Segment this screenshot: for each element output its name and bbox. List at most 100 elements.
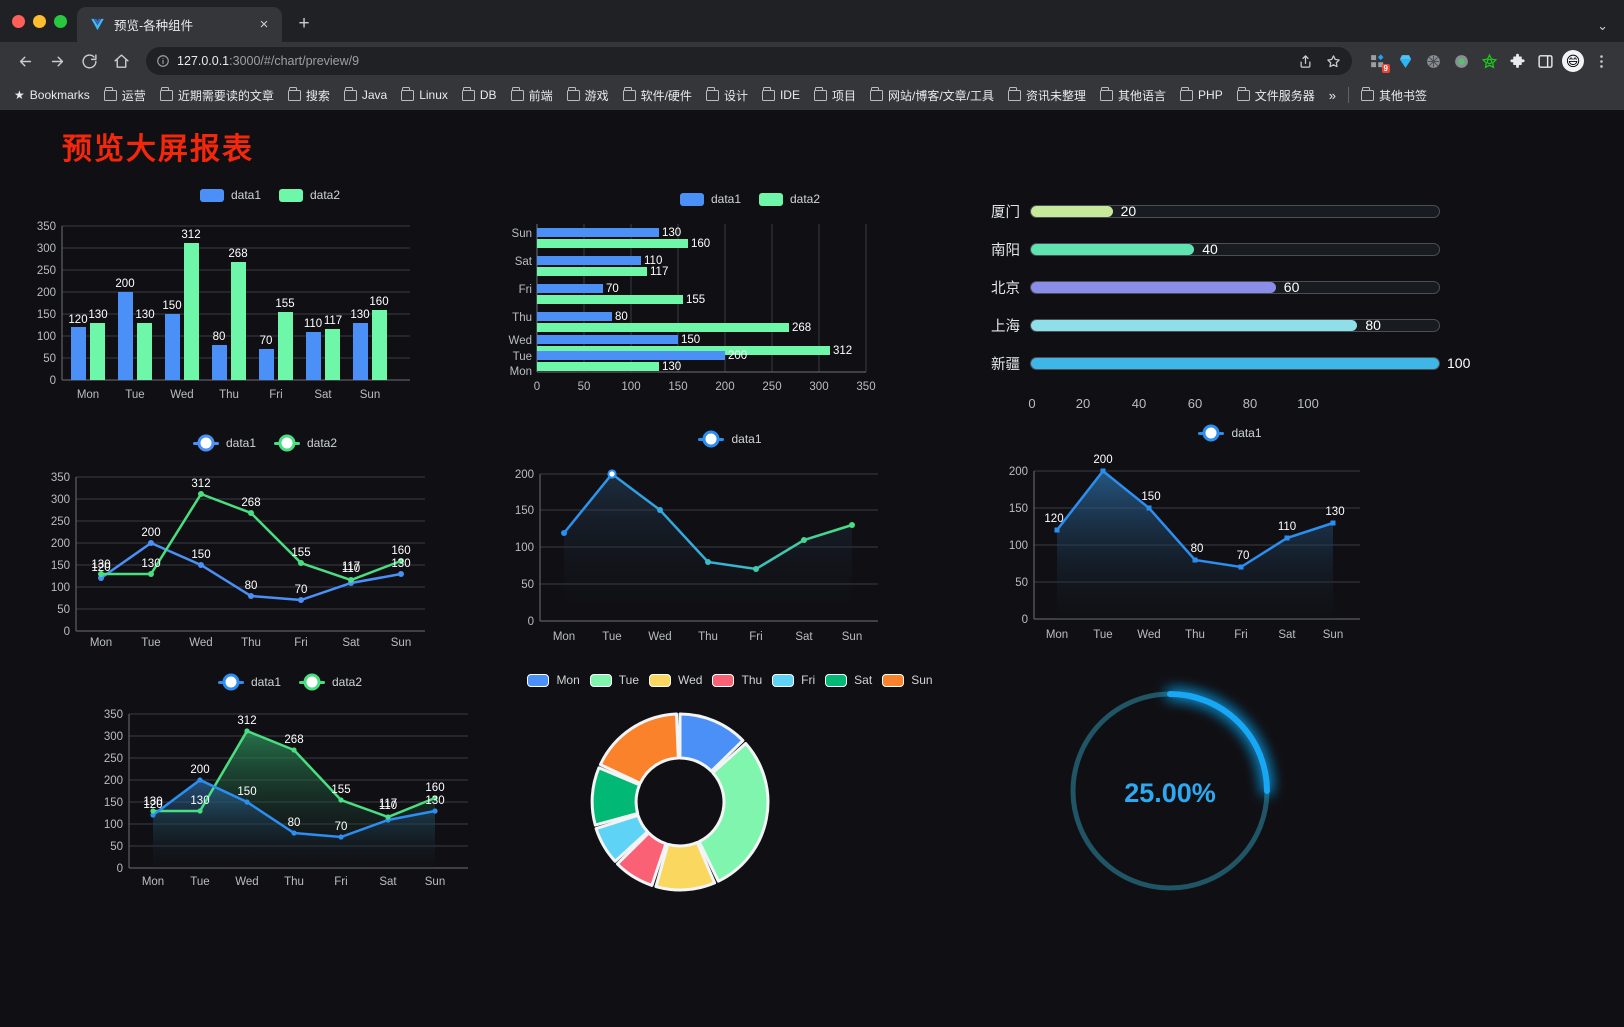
svg-text:312: 312: [181, 229, 200, 241]
bookmark-folder-frontend[interactable]: 前端: [505, 84, 559, 107]
bookmark-folder-other-languages[interactable]: 其他语言: [1094, 84, 1172, 107]
progress-fill: [1031, 205, 1113, 217]
bookmark-folder-search[interactable]: 搜索: [282, 84, 336, 107]
chevron-down-icon[interactable]: ⌄: [1597, 18, 1608, 33]
diamond-icon[interactable]: [1392, 48, 1418, 74]
svg-text:100: 100: [1297, 396, 1319, 411]
bookmark-folder-games[interactable]: 游戏: [561, 84, 615, 107]
legend-swatch-icon: [279, 188, 303, 202]
avatar[interactable]: 😄: [1560, 48, 1586, 74]
progress-track[interactable]: 100: [1030, 355, 1470, 371]
svg-text:Thu: Thu: [219, 389, 239, 401]
bars: [537, 228, 830, 371]
home-button[interactable]: [106, 46, 136, 76]
bookmark-folder-news[interactable]: 资讯未整理: [1002, 84, 1092, 107]
svg-text:150: 150: [668, 381, 687, 393]
svg-text:100: 100: [621, 381, 640, 393]
legend-item-data2[interactable]: data2: [279, 188, 340, 202]
svg-text:268: 268: [241, 497, 260, 509]
progress-value: 60: [1283, 279, 1300, 295]
bookmark-folder-design[interactable]: 设计: [700, 84, 754, 107]
legend-label: Fri: [801, 673, 816, 687]
legend-item-sun[interactable]: Sun: [882, 673, 933, 687]
minimize-window-button[interactable]: [33, 14, 46, 28]
close-tab-button[interactable]: ×: [259, 16, 269, 33]
bookmark-label: 游戏: [584, 88, 609, 103]
bookmark-manager-item[interactable]: ★ Bookmarks: [8, 85, 96, 105]
bookmark-folder-software-hardware[interactable]: 软件/硬件: [617, 84, 698, 107]
folder-icon: [1360, 87, 1374, 101]
svg-text:50: 50: [43, 353, 56, 365]
browser-menu-button[interactable]: [1588, 48, 1614, 74]
bookmark-folder-websites[interactable]: 网站/博客/文章/工具: [864, 84, 1000, 107]
address-bar[interactable]: 127.0.0.1:3000/#/chart/preview/9: [146, 47, 1352, 75]
legend-item-wed[interactable]: Wed: [649, 673, 702, 687]
svg-text:40: 40: [1132, 396, 1146, 411]
bookmarks-overflow-button[interactable]: »: [1328, 87, 1336, 103]
legend-item-data1[interactable]: data1: [217, 675, 281, 689]
svg-text:250: 250: [762, 381, 781, 393]
progress-row-xiamen: 厦门 20: [970, 192, 1450, 230]
maximize-window-button[interactable]: [54, 14, 67, 28]
svg-text:Tue: Tue: [125, 389, 144, 401]
bookmark-folder-db[interactable]: DB: [456, 85, 503, 105]
star-icon[interactable]: [1320, 48, 1346, 74]
share-icon[interactable]: [1292, 48, 1318, 74]
legend-item-data1[interactable]: data1: [698, 432, 762, 446]
progress-bar-list: 厦门 20 南阳 40 北京: [970, 174, 1470, 427]
progress-track[interactable]: 40: [1030, 241, 1440, 257]
bookmark-folder-ide[interactable]: IDE: [756, 85, 806, 105]
bookmark-folder-file-server[interactable]: 文件服务器: [1231, 84, 1321, 107]
legend-item-data1[interactable]: data1: [1198, 426, 1262, 440]
legend-item-thu[interactable]: Thu: [712, 673, 762, 687]
svg-text:Thu: Thu: [1185, 629, 1205, 641]
legend-item-data2[interactable]: data2: [759, 192, 820, 206]
forward-button[interactable]: [42, 46, 72, 76]
folder-icon: [622, 87, 636, 101]
bookmark-folder-projects[interactable]: 项目: [808, 84, 862, 107]
info-circle-icon[interactable]: [156, 54, 170, 68]
legend-label: data1: [250, 675, 281, 689]
bookmark-folder-recent-reading[interactable]: 近期需要读的文章: [154, 84, 280, 107]
puzzle-icon[interactable]: [1504, 48, 1530, 74]
progress-track[interactable]: 60: [1030, 279, 1440, 295]
sidepanel-icon[interactable]: [1532, 48, 1558, 74]
squares-badge-icon[interactable]: 9: [1364, 48, 1390, 74]
spiral-icon[interactable]: [1420, 48, 1446, 74]
legend-item-data2[interactable]: data2: [274, 436, 337, 450]
browser-tab[interactable]: 预览-各种组件 ×: [77, 7, 282, 42]
legend-item-sat[interactable]: Sat: [825, 673, 872, 687]
progress-track[interactable]: 20: [1030, 203, 1440, 219]
chart-bar-vertical: data1 data2 350 300 250 200 150 100 50 0: [10, 174, 490, 424]
bookmark-folder-other[interactable]: 其他书签: [1355, 84, 1433, 107]
bookmark-folder-php[interactable]: PHP: [1174, 85, 1229, 105]
bookmark-folder-java[interactable]: Java: [338, 85, 393, 105]
folder-icon: [1008, 87, 1021, 101]
donut-canvas: [590, 712, 770, 892]
bookmark-folder-yunying[interactable]: 运营: [98, 84, 152, 107]
back-button[interactable]: [10, 46, 40, 76]
legend-item-tue[interactable]: Tue: [589, 673, 639, 687]
svg-text:Tue: Tue: [1093, 629, 1112, 641]
bookmark-label: 近期需要读的文章: [177, 88, 274, 103]
svg-text:120: 120: [143, 799, 162, 811]
legend-item-data1[interactable]: data1: [192, 436, 256, 450]
legend-item-data1[interactable]: data1: [199, 188, 261, 202]
folder-icon: [813, 87, 827, 101]
legend-item-fri[interactable]: Fri: [772, 673, 815, 687]
legend-item-data2[interactable]: data2: [299, 675, 362, 689]
reload-button[interactable]: [74, 46, 104, 76]
circle-dot-icon[interactable]: [1448, 48, 1474, 74]
legend-item-data1[interactable]: data1: [679, 192, 741, 206]
svg-text:300: 300: [104, 731, 123, 743]
bookmarks-bar: ★ Bookmarks 运营 近期需要读的文章 搜索 Java Linux DB…: [0, 80, 1624, 110]
svg-text:150: 150: [104, 797, 123, 809]
star-outline-icon[interactable]: [1476, 48, 1502, 74]
close-window-button[interactable]: [12, 14, 25, 28]
bookmark-folder-linux[interactable]: Linux: [395, 85, 454, 105]
progress-track[interactable]: 80: [1030, 317, 1440, 333]
x-axis-labels: 0 50 100 150 200 250 300 350: [534, 381, 876, 393]
folder-icon: [1236, 87, 1250, 101]
legend-item-mon[interactable]: Mon: [527, 673, 580, 687]
new-tab-button[interactable]: +: [298, 13, 310, 34]
